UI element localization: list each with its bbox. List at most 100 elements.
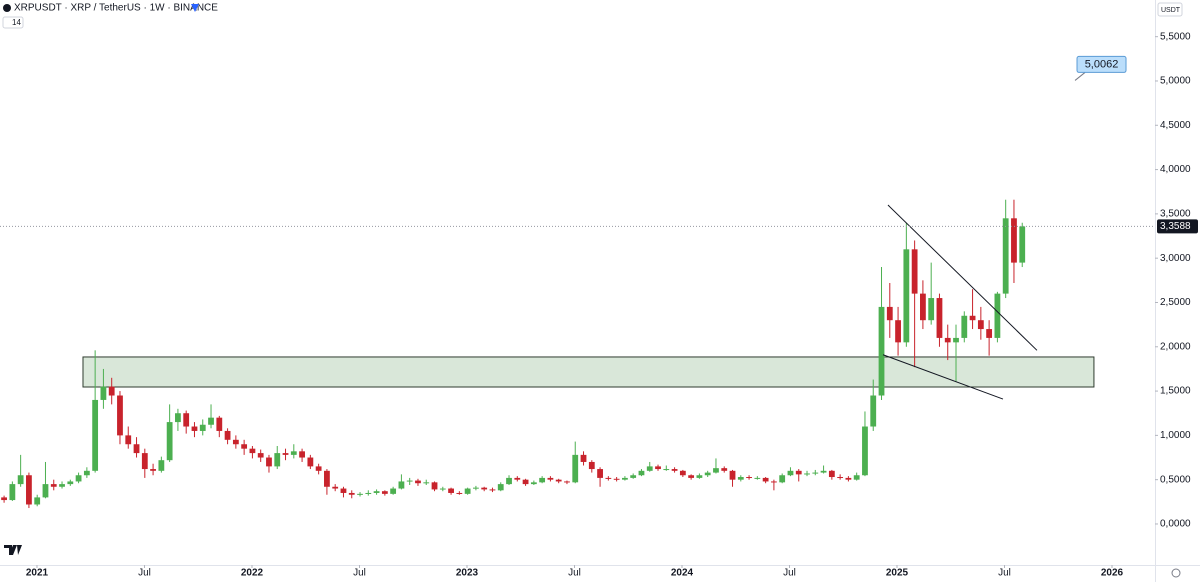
flag-icon[interactable] [191, 4, 199, 12]
candle-body [953, 337, 959, 343]
candle-body [158, 460, 165, 471]
candle-body [961, 315, 968, 338]
candle-body [969, 315, 976, 321]
support-zone [82, 356, 1095, 388]
candle-body [713, 468, 719, 473]
x-tick-label: 2022 [241, 568, 264, 579]
candle-body [307, 457, 314, 467]
y-tick-label: 1,5000 [1160, 386, 1191, 397]
candle-body [216, 417, 223, 431]
last-price-label: 3,3588 [1160, 221, 1191, 232]
candle-body [655, 466, 661, 470]
candle-body [9, 484, 16, 501]
x-tick-label: Jul [783, 568, 796, 579]
candle-body [464, 488, 471, 494]
candle-body [804, 473, 810, 475]
candle-body [241, 444, 248, 449]
candle-body [150, 469, 156, 471]
candle-body [108, 386, 115, 396]
candle-body [332, 486, 339, 489]
candle-body [622, 477, 628, 480]
candle-body [663, 469, 670, 471]
candle-body [175, 413, 181, 423]
candle-body [406, 480, 413, 482]
candle-body [737, 477, 744, 480]
candle-body [67, 481, 74, 485]
candle-body [100, 386, 107, 400]
candle-body [59, 484, 65, 487]
x-tick-label: Jul [138, 568, 151, 579]
candle-body [845, 477, 852, 480]
candle-body [439, 488, 446, 490]
candle-body [208, 417, 214, 425]
x-tick-label: 2025 [886, 568, 909, 579]
x-tick-label: 2021 [26, 568, 49, 579]
candle-body [771, 481, 777, 483]
candle-body [944, 337, 951, 343]
candle-body [191, 426, 198, 431]
candle-body [1, 497, 7, 501]
y-tick-label: 0,5000 [1160, 474, 1191, 485]
indicator-chip[interactable] [2, 16, 24, 29]
candle-body [522, 479, 529, 485]
candle-body [762, 477, 769, 482]
y-tick-label: 2,0000 [1160, 341, 1191, 352]
candle-body [729, 470, 736, 480]
candle-body [42, 484, 49, 498]
candle-body [381, 491, 388, 494]
candle-body [613, 478, 620, 480]
callout-tail [1074, 72, 1086, 81]
candle-body [828, 470, 835, 478]
candle-body [390, 488, 397, 494]
candle-body [530, 482, 537, 485]
candle-body [514, 477, 521, 480]
candle-body [415, 480, 421, 484]
candle-body [588, 461, 595, 470]
candle-body [746, 477, 752, 479]
candle-body [920, 293, 926, 321]
candle-body [365, 492, 372, 494]
y-tick-label: 4,5000 [1160, 120, 1191, 131]
candle-body [977, 320, 984, 330]
candle-body [547, 477, 554, 480]
candle-body [555, 479, 562, 482]
settings-icon[interactable] [1171, 568, 1181, 578]
candle-body [26, 475, 32, 505]
candle-body [1011, 218, 1017, 263]
candle-body [249, 448, 256, 454]
x-tick-label: Jul [353, 568, 366, 579]
candle-body [903, 249, 910, 343]
candle-body [994, 293, 1001, 338]
callout-box [1076, 55, 1127, 73]
candle-body [638, 470, 645, 476]
candle-body [572, 454, 579, 483]
candle-body [646, 466, 653, 471]
trendline [887, 204, 1038, 351]
candle-body [986, 329, 993, 338]
candle-body [348, 492, 355, 495]
y-tick-label: 0,0000 [1160, 519, 1191, 530]
candle-body [779, 475, 786, 483]
x-tick-label: Jul [568, 568, 581, 579]
currency-badge[interactable] [1157, 2, 1183, 17]
candle-body [489, 489, 496, 491]
candle-body [448, 488, 454, 493]
trendline [882, 354, 1004, 400]
tradingview-logo[interactable] [4, 545, 22, 555]
x-tick-label: 2026 [1101, 568, 1124, 579]
candle-body [754, 477, 761, 479]
candle-body [473, 487, 479, 489]
candle-body [679, 470, 686, 476]
candle-body [274, 453, 281, 467]
candle-body [497, 484, 504, 491]
candle-body [787, 470, 794, 476]
candle-body [266, 457, 272, 467]
indicator-label: 14 [12, 18, 21, 27]
candle-body [199, 424, 206, 431]
candle-body [315, 466, 322, 471]
candle-body [853, 475, 860, 480]
x-tick-label: Jul [998, 568, 1011, 579]
candle-body [398, 481, 405, 489]
candle-body [183, 413, 190, 427]
